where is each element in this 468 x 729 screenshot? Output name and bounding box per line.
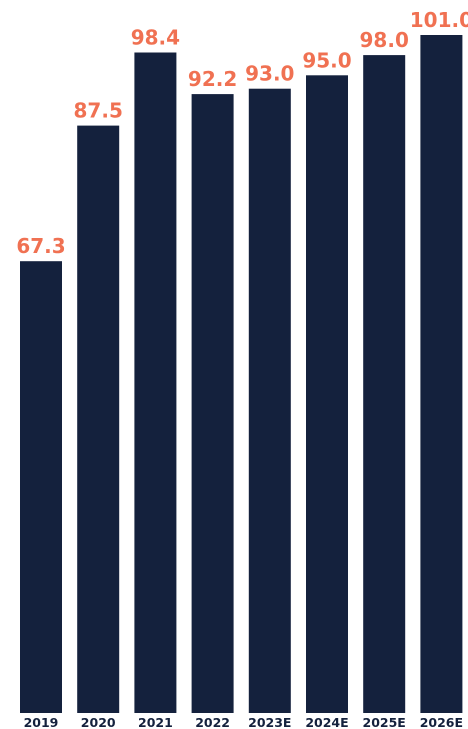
value-label-2023e: 93.0 — [245, 62, 294, 86]
value-label-2021: 98.4 — [131, 26, 180, 50]
x-tick-label-2020: 2020 — [81, 715, 116, 729]
x-tick-label-2023e: 2023E — [248, 715, 291, 729]
value-label-2024e: 95.0 — [302, 48, 351, 72]
bar-2025e — [363, 55, 406, 714]
bar-2022 — [191, 94, 234, 714]
x-tick-label-2019: 2019 — [24, 715, 59, 729]
x-axis-tick-labels: 2019 2020 2021 2022 2023E 2024E 2025E 2026E — [24, 715, 463, 729]
bar-2019 — [20, 261, 62, 713]
x-tick-label-2021: 2021 — [138, 715, 173, 729]
bars-group — [20, 35, 463, 714]
bar-2023e — [248, 88, 291, 713]
value-label-2019: 67.3 — [16, 234, 65, 258]
x-tick-label-2022: 2022 — [195, 715, 230, 729]
bar-2024e — [306, 75, 348, 714]
value-label-2020: 87.5 — [74, 99, 123, 123]
bar-2020 — [77, 125, 120, 714]
value-label-2025e: 98.0 — [360, 28, 409, 52]
value-label-2022: 92.2 — [188, 67, 237, 91]
x-tick-label-2024e: 2024E — [305, 715, 348, 729]
value-label-2026e: 101.0 — [410, 8, 468, 32]
bar-2021 — [134, 52, 177, 713]
bar-2026e — [420, 35, 463, 713]
x-tick-label-2026e: 2026E — [420, 715, 463, 729]
x-tick-label-2025e: 2025E — [363, 715, 406, 729]
